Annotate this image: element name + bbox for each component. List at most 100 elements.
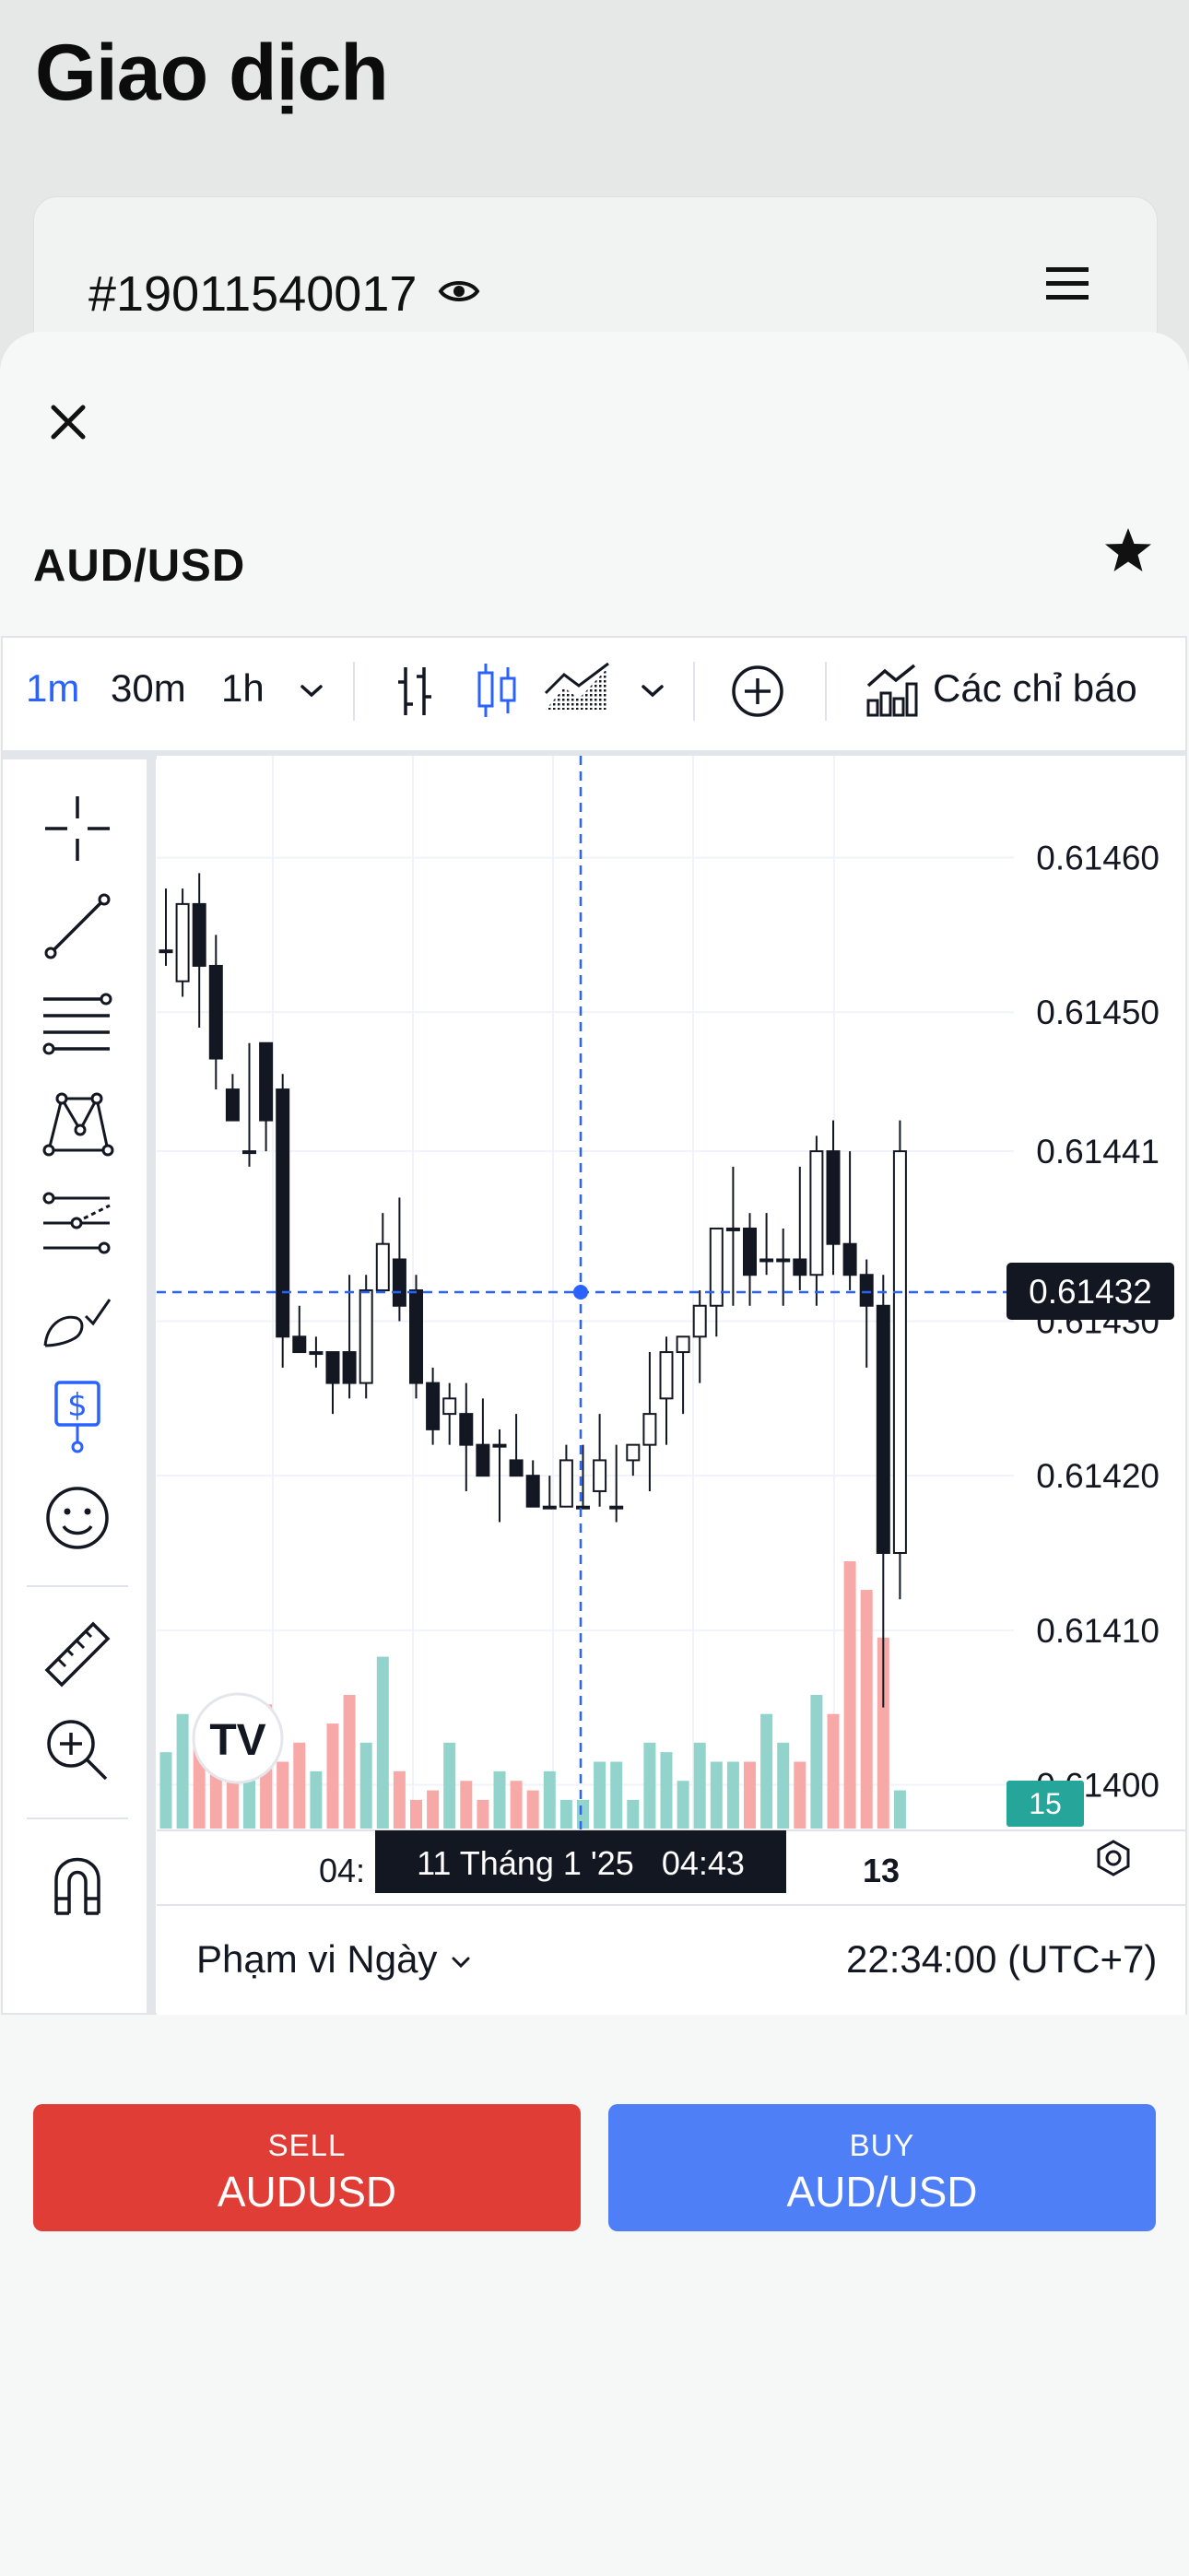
interval-1m[interactable]: 1m (26, 666, 80, 710)
volume-bar (660, 1752, 673, 1829)
volume-bar (559, 1799, 572, 1829)
candle-body (626, 1443, 641, 1462)
trend-line-icon[interactable] (40, 888, 115, 964)
interval-30m[interactable]: 30m (111, 666, 186, 710)
volume-bar (343, 1695, 356, 1829)
buy-symbol: AUD/USD (786, 2168, 978, 2216)
zoom-in-icon[interactable] (40, 1712, 115, 1788)
volume-bar (310, 1770, 323, 1829)
volume-bar (860, 1590, 873, 1829)
tool-divider (27, 1585, 128, 1587)
crosshair-price-label (1007, 1263, 1174, 1320)
add-compare-icon[interactable] (730, 664, 785, 719)
indicators-icon[interactable] (865, 662, 918, 717)
crosshair-price-text: 0.61432 (1029, 1273, 1152, 1311)
chevron-down-icon[interactable] (638, 678, 667, 702)
candle-chart-type-icon[interactable] (474, 660, 520, 721)
volume-badge (1007, 1781, 1084, 1827)
candle-body (442, 1397, 457, 1416)
tradingview-logo[interactable] (192, 1692, 284, 1784)
chevron-down-icon (452, 1957, 470, 1969)
account-number: #19011540017 (88, 266, 418, 322)
candle-body (759, 1258, 774, 1263)
interval-1h[interactable]: 1h (221, 666, 265, 710)
ruler-icon[interactable] (40, 1617, 115, 1692)
price-tick-label: 0.61450 (1036, 994, 1160, 1031)
volume-bar (393, 1770, 406, 1829)
candle-body (276, 1088, 290, 1338)
candle-body (409, 1289, 423, 1384)
candle-body (309, 1351, 324, 1356)
candle-body (876, 1304, 890, 1554)
volume-bar (359, 1742, 372, 1829)
drawing-toolbar: $ (3, 759, 156, 2013)
volume-bar (443, 1742, 456, 1829)
chart-bottom-bar (157, 1904, 1185, 2015)
volume-bar (827, 1713, 840, 1829)
candle-body (593, 1459, 607, 1492)
timezone-clock[interactable]: 22:34:00 (UTC+7) (846, 1937, 1158, 1981)
candle-body (709, 1227, 724, 1307)
volume-bar (176, 1713, 189, 1829)
crosshair-icon[interactable] (40, 791, 115, 866)
candle-body (743, 1227, 757, 1276)
sell-button[interactable]: SELL AUDUSD (33, 2104, 581, 2231)
volume-bar (594, 1761, 606, 1829)
volume-bar (510, 1781, 523, 1829)
price-tick-label: 0.61420 (1036, 1457, 1160, 1495)
volume-bar (526, 1790, 539, 1829)
candle-body (809, 1150, 824, 1276)
volume-bar (543, 1770, 556, 1829)
candle-body (676, 1335, 690, 1354)
bar-chart-type-icon[interactable] (389, 664, 441, 719)
forecast-tool-icon[interactable] (40, 1185, 115, 1261)
star-icon[interactable] (1102, 525, 1154, 577)
toolbar-divider (825, 662, 827, 721)
candle-body (525, 1475, 540, 1508)
emoji-icon[interactable] (40, 1480, 115, 1556)
eye-icon[interactable] (437, 273, 481, 310)
chart-settings-icon[interactable] (1097, 1840, 1130, 1876)
candle-body (392, 1258, 406, 1307)
volume-bar (843, 1561, 856, 1829)
candle-body (476, 1443, 490, 1477)
candles (159, 873, 907, 1708)
brush-icon[interactable] (40, 1281, 115, 1357)
indicators-button[interactable]: Các chỉ báo (933, 666, 1137, 710)
candle-body (842, 1242, 857, 1276)
candle-body (426, 1382, 441, 1430)
fib-retracement-icon[interactable] (40, 988, 115, 1064)
symbol-title: AUD/USD (33, 541, 246, 591)
crosshair-time-label (375, 1830, 786, 1893)
menu-icon[interactable] (1044, 265, 1090, 302)
date-range-label: Phạm vi Ngày (196, 1937, 438, 1981)
sell-symbol: AUDUSD (217, 2168, 397, 2216)
area-chart-type-icon[interactable] (544, 662, 612, 713)
volume-bar (710, 1761, 723, 1829)
candle-body (175, 902, 190, 982)
volume-bar (460, 1781, 473, 1829)
page-title: Giao dịch (35, 29, 389, 117)
buy-button[interactable]: BUY AUD/USD (608, 2104, 1156, 2231)
tool-divider (27, 1817, 128, 1819)
price-chart[interactable]: 0.614600.614500.614410.614300.614200.614… (157, 756, 1185, 1902)
chevron-down-icon[interactable] (297, 678, 326, 702)
candle-body (826, 1150, 841, 1245)
candle-body (375, 1242, 390, 1291)
volume-bar (744, 1761, 756, 1829)
candle-body (576, 1505, 590, 1510)
candle-body (492, 1443, 507, 1448)
volume-bar (893, 1790, 906, 1829)
close-icon[interactable] (48, 402, 88, 442)
volume-bar (226, 1781, 239, 1829)
candle-body (542, 1505, 557, 1510)
magnet-icon[interactable] (40, 1845, 115, 1921)
volume-bar (726, 1761, 739, 1829)
date-range-dropdown[interactable]: Phạm vi Ngày (196, 1937, 474, 1982)
volume-bar (627, 1799, 640, 1829)
volume-bar (326, 1723, 339, 1829)
pattern-tool-icon[interactable] (40, 1086, 115, 1161)
candle-body (559, 1459, 573, 1508)
price-tool-icon[interactable]: $ (40, 1379, 115, 1454)
candle-body (793, 1258, 807, 1276)
